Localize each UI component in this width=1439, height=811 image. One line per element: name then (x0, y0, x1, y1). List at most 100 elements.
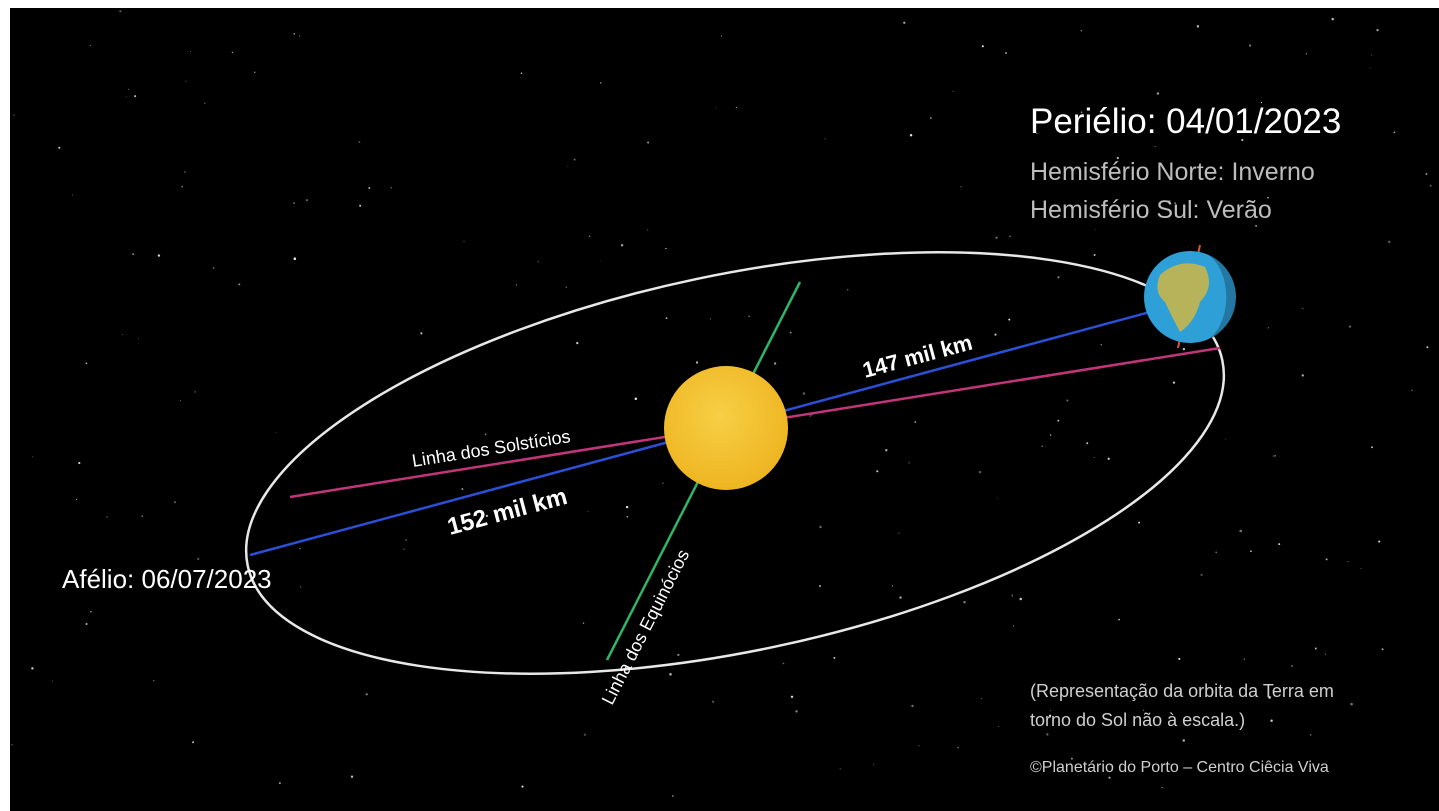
star (589, 236, 590, 237)
star (748, 315, 750, 317)
star (1011, 595, 1013, 597)
star (351, 775, 353, 777)
star (1411, 390, 1412, 391)
star (359, 205, 361, 207)
note-line: (Representação da orbita da Terra em (1030, 681, 1334, 701)
star (1370, 67, 1371, 68)
star (833, 657, 835, 659)
star (85, 362, 87, 364)
star (626, 516, 628, 518)
star (911, 705, 913, 707)
star (90, 45, 91, 46)
star (122, 334, 123, 335)
star (1430, 185, 1432, 187)
star (774, 362, 776, 364)
star (840, 768, 841, 769)
star (647, 142, 649, 144)
star (621, 244, 623, 246)
star (665, 248, 666, 249)
star (1331, 18, 1334, 21)
star (366, 693, 368, 695)
star (721, 36, 722, 37)
star (90, 611, 91, 612)
star (1315, 648, 1317, 650)
star (1197, 25, 1199, 27)
star (908, 462, 910, 464)
star (128, 89, 129, 90)
star (1094, 457, 1095, 458)
star (574, 159, 576, 161)
star (588, 511, 589, 512)
star (1250, 550, 1252, 552)
star (31, 667, 33, 669)
star (873, 764, 874, 765)
star (903, 22, 905, 24)
star (1101, 344, 1102, 345)
star (1215, 551, 1217, 553)
star (919, 745, 920, 746)
star (847, 289, 848, 290)
star (647, 229, 648, 230)
star (791, 696, 793, 698)
star (626, 506, 628, 508)
star (783, 663, 785, 665)
star (1019, 598, 1022, 601)
star (141, 515, 143, 517)
star (1426, 173, 1428, 175)
star (666, 317, 668, 319)
star (998, 726, 999, 727)
page: Periélio: 04/01/2023 Hemisfério Norte: I… (0, 0, 1439, 811)
star (1108, 458, 1110, 460)
star (1157, 92, 1159, 94)
star (1382, 648, 1384, 650)
star (716, 107, 717, 108)
star (1057, 420, 1059, 422)
north-season: Hemisfério Norte: Inverno (1030, 158, 1315, 186)
star (538, 261, 540, 263)
star (1173, 381, 1175, 383)
star (1326, 558, 1328, 560)
star (1081, 30, 1082, 31)
star (1108, 777, 1110, 779)
star (1302, 374, 1304, 376)
star (1162, 787, 1163, 788)
star (184, 171, 186, 173)
star (232, 52, 234, 54)
star (994, 333, 996, 335)
star (1310, 734, 1311, 735)
star (1325, 654, 1326, 655)
star (158, 254, 160, 256)
star (134, 95, 136, 97)
star (391, 187, 392, 188)
star (1270, 720, 1272, 722)
star (521, 72, 522, 73)
star (403, 548, 405, 550)
star (32, 456, 33, 457)
star (1302, 308, 1303, 309)
star (119, 10, 121, 12)
star (106, 516, 108, 518)
star (192, 741, 194, 743)
star (672, 795, 674, 797)
star (810, 415, 812, 417)
star (803, 392, 806, 395)
star (979, 471, 982, 474)
sun (664, 366, 788, 490)
star (485, 433, 487, 435)
star (876, 470, 878, 472)
star (13, 114, 15, 116)
star (1274, 455, 1275, 456)
star (584, 734, 586, 736)
star (696, 361, 698, 363)
star (995, 237, 997, 239)
star (1200, 574, 1202, 576)
star (1183, 348, 1185, 350)
star (583, 622, 584, 623)
aphelion-title: Afélio: 06/07/2023 (62, 564, 272, 594)
star (566, 286, 568, 288)
star (982, 45, 984, 47)
star (1239, 530, 1242, 533)
star (1360, 568, 1361, 569)
star (516, 284, 517, 285)
star (1118, 619, 1120, 621)
